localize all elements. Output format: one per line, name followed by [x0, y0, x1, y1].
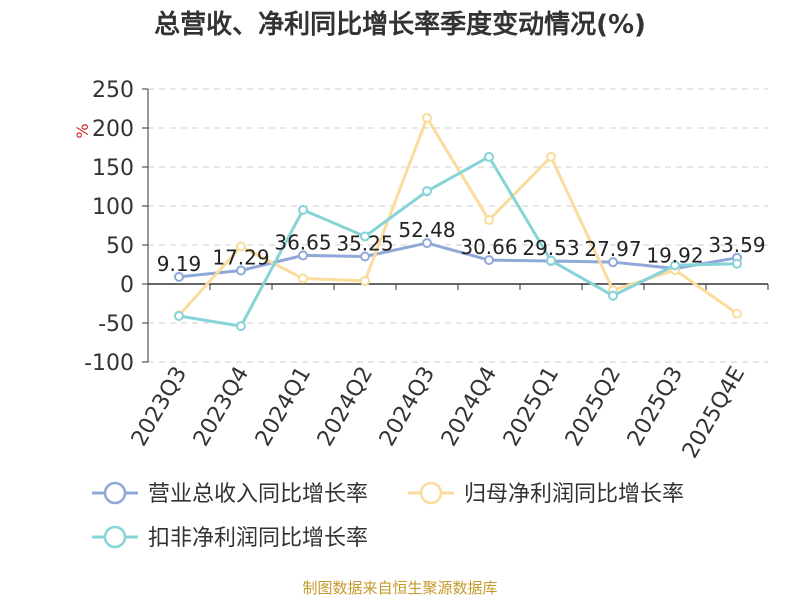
x-tick-label: 2025Q3 [623, 363, 688, 451]
data-point[interactable] [546, 151, 556, 162]
data-label: 27.97 [584, 237, 641, 261]
data-label: 36.65 [274, 230, 331, 254]
data-point[interactable] [422, 112, 432, 123]
y-axis-unit: % [73, 123, 92, 138]
data-label: 17.29 [212, 246, 269, 270]
y-tick-label: -50 [98, 312, 134, 337]
data-point[interactable] [236, 265, 246, 276]
legend-swatch-marker [419, 481, 443, 505]
data-point[interactable] [670, 260, 680, 271]
data-label: 33.59 [708, 233, 765, 257]
data-label: 19.92 [646, 243, 703, 267]
data-point[interactable] [546, 255, 556, 266]
data-point[interactable] [360, 275, 370, 286]
chart-title: 总营收、净利同比增长率季度变动情况(%) [154, 10, 646, 40]
y-tick-label: 50 [106, 234, 134, 259]
x-tick-label: 2025Q4E [678, 363, 750, 463]
x-tick-label: 2024Q3 [375, 363, 440, 451]
data-point[interactable] [298, 250, 308, 261]
data-point[interactable] [236, 321, 246, 332]
y-tick-label: -100 [84, 351, 134, 376]
data-label: 29.53 [522, 236, 579, 260]
x-tick-label: 2025Q2 [561, 363, 626, 451]
source-note: 制图数据来自恒生聚源数据库 [302, 579, 498, 597]
data-point[interactable] [360, 231, 370, 242]
x-tick-label: 2025Q1 [499, 363, 564, 451]
grid [148, 88, 768, 363]
data-point[interactable] [732, 308, 742, 319]
legend-item[interactable]: 扣非净利润同比增长率 [92, 525, 368, 551]
legend-label: 扣非净利润同比增长率 [148, 526, 368, 551]
series-line [178, 155, 738, 328]
y-tick-label: 150 [92, 156, 134, 181]
data-label: 35.25 [336, 232, 393, 256]
data-point[interactable] [298, 273, 308, 284]
data-point[interactable] [422, 238, 432, 249]
x-tick-label: 2024Q1 [251, 363, 316, 451]
data-point[interactable] [174, 271, 184, 282]
y-tick-label: 250 [92, 78, 134, 103]
y-tick-label: 0 [120, 273, 134, 298]
data-point[interactable] [608, 290, 618, 301]
data-point[interactable] [732, 258, 742, 269]
data-point[interactable] [484, 151, 494, 162]
data-point[interactable] [174, 310, 184, 321]
data-point[interactable] [360, 251, 370, 262]
data-point[interactable] [484, 255, 494, 266]
x-tick-label: 2023Q3 [127, 363, 192, 451]
y-tick-label: 200 [92, 117, 134, 142]
data-label: 9.19 [157, 252, 202, 276]
data-label: 52.48 [398, 218, 455, 242]
data-point[interactable] [422, 186, 432, 197]
legend-swatch-marker [103, 525, 127, 549]
x-tick-label: 2024Q4 [437, 363, 502, 451]
x-tick-label: 2024Q2 [313, 363, 378, 451]
legend-item[interactable]: 归母净利润同比增长率 [408, 481, 684, 507]
data-point[interactable] [298, 204, 308, 215]
legend-swatch-marker [103, 481, 127, 505]
x-tick-label: 2023Q4 [189, 363, 254, 451]
data-point[interactable] [608, 257, 618, 268]
y-tick-label: 100 [92, 195, 134, 220]
data-point[interactable] [484, 215, 494, 226]
legend-item[interactable]: 营业总收入同比增长率 [92, 481, 368, 507]
series [174, 112, 742, 332]
legend-label: 归母净利润同比增长率 [464, 482, 684, 507]
data-point[interactable] [236, 241, 246, 252]
data-label: 30.66 [460, 235, 517, 259]
legend-label: 营业总收入同比增长率 [148, 482, 368, 507]
